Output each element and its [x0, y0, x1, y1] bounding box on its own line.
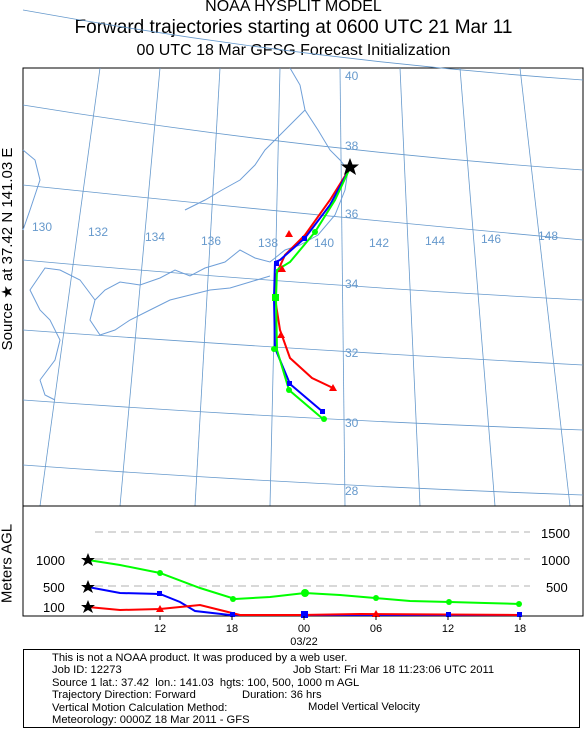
- height-panel-frame: [22, 505, 584, 617]
- coastlines: [22, 67, 349, 401]
- footer-job-id: Job ID: 12273: [52, 664, 122, 677]
- footer-vmethod-value: Model Vertical Velocity: [308, 701, 420, 713]
- marker-500m-4: [320, 409, 325, 414]
- marker-1000m-2: [272, 294, 279, 301]
- footer-vmethod: Vertical Motion Calculation Method:: [52, 701, 228, 714]
- source-star-icon: [341, 158, 359, 175]
- height-left-labels: 1000 500 100: [36, 553, 65, 615]
- lon-label-140: 140: [314, 236, 334, 250]
- height-right-labels: 1500 1000 500: [541, 526, 570, 595]
- footer-direction: Trajectory Direction: Forward: [52, 689, 196, 702]
- date-label: 03/22: [290, 636, 318, 648]
- tick-12b: 12: [442, 623, 454, 635]
- lat-label-32: 32: [345, 346, 359, 360]
- lon-label-146: 146: [481, 232, 501, 246]
- marker-100m-3: [277, 331, 285, 338]
- lon-label-134: 134: [145, 230, 165, 244]
- marker-1000m-1: [312, 229, 318, 235]
- marker-100m-2: [278, 265, 286, 272]
- footer-source: Source 1 lat.: 37.42 lon.: 141.03 hgts: …: [52, 676, 360, 689]
- height-100m-line: [87, 603, 521, 616]
- right-label-1500: 1500: [541, 526, 570, 541]
- height-1000m-line: [87, 559, 521, 605]
- longitude-labels: 130 132 134 136 138 140 142 144 146 148: [32, 220, 558, 250]
- lon-label-144: 144: [425, 234, 445, 248]
- marker-100m-4: [329, 384, 337, 391]
- lon-label-130: 130: [32, 220, 52, 234]
- lon-label-132: 132: [88, 225, 108, 239]
- footer-disclaimer: This is not a NOAA product. It was produ…: [52, 652, 348, 664]
- marker-500m-2: [274, 261, 279, 266]
- tick-18: 18: [226, 623, 238, 635]
- longitude-gridlines: [39, 67, 571, 507]
- lon-label-142: 142: [369, 236, 389, 250]
- lat-label-30: 30: [345, 416, 359, 430]
- right-label-500: 500: [546, 580, 568, 595]
- map-frame: [22, 67, 584, 507]
- tick-18b: 18: [514, 623, 526, 635]
- source-location-label: Source ★ at 37.42 N 141.03 E: [0, 147, 16, 351]
- tick-00: 00: [298, 623, 310, 635]
- trajectory-markers: [271, 229, 337, 422]
- marker-1000m-3: [271, 346, 277, 352]
- marker-100m-1: [285, 230, 293, 237]
- lat-label-38: 38: [345, 139, 359, 153]
- lon-label-136: 136: [201, 234, 221, 248]
- marker-500m-3: [287, 381, 292, 386]
- lon-label-138: 138: [258, 236, 278, 250]
- time-axis-labels: 12 18 00 06 12 18 03/22: [154, 623, 526, 648]
- marker-1000m-5: [321, 416, 327, 422]
- lon-label-148: 148: [538, 229, 558, 243]
- footer-meteorology: Meteorology: 0000Z 18 Mar 2011 - GFS: [52, 714, 250, 727]
- left-label-500: 500: [43, 580, 65, 595]
- trajectory-title: Forward trajectories starting at 0600 UT…: [74, 17, 513, 38]
- height-gridlines: [95, 531, 530, 587]
- left-label-100: 100: [43, 600, 65, 615]
- trajectory-1000m-line: [274, 167, 351, 420]
- lat-label-34: 34: [345, 277, 359, 291]
- lat-label-28: 28: [345, 484, 359, 498]
- lat-label-40: 40: [345, 69, 359, 83]
- lat-label-36: 36: [345, 207, 359, 221]
- left-label-1000: 1000: [36, 553, 65, 568]
- trajectory-100m-line: [273, 167, 351, 389]
- model-title: NOAA HYSPLIT MODEL: [205, 0, 382, 15]
- tick-06: 06: [370, 623, 382, 635]
- footer-job-start: Job Start: Fri Mar 18 11:23:06 UTC 2011: [293, 664, 495, 676]
- marker-500m-1: [302, 236, 307, 241]
- time-axis-ticks: [159, 616, 521, 620]
- forecast-init-title: 00 UTC 18 Mar GFSG Forecast Initializati…: [136, 42, 451, 59]
- latitude-labels: 40 38 36 34 32 30 28: [345, 69, 359, 498]
- height-start-stars: [81, 553, 95, 613]
- marker-1000m-4: [286, 387, 292, 393]
- footer-info: This is not a NOAA product. It was produ…: [23, 649, 580, 728]
- meters-agl-label: Meters AGL: [0, 523, 16, 604]
- height-markers: [156, 570, 522, 618]
- footer-duration: Duration: 36 hrs: [242, 689, 322, 701]
- right-label-1000: 1000: [541, 553, 570, 568]
- tick-12: 12: [154, 623, 166, 635]
- latitude-gridlines: [22, 9, 584, 496]
